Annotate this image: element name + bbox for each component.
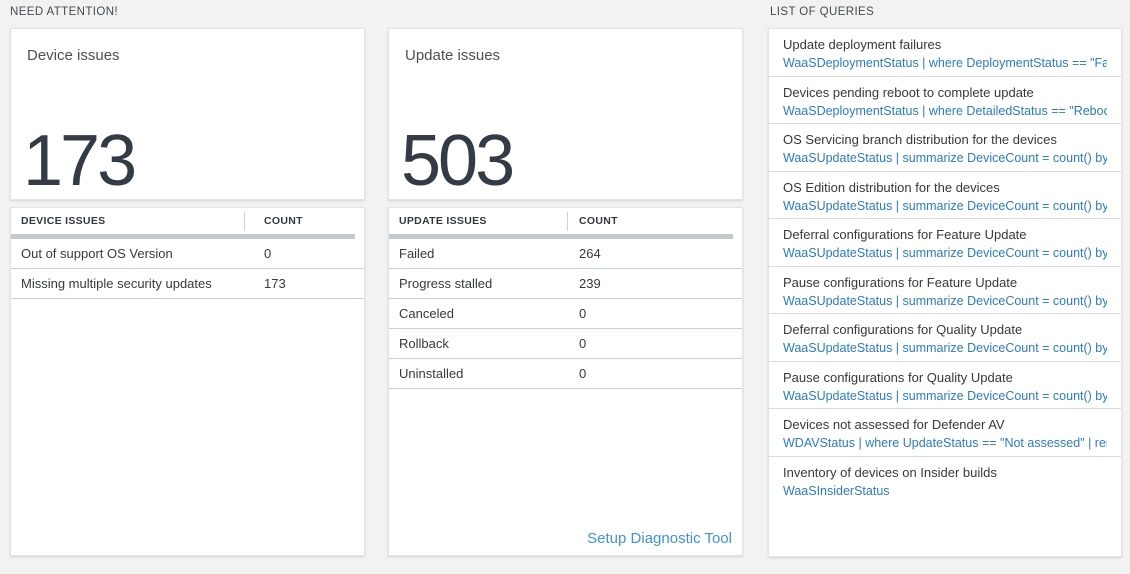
query-title: OS Edition distribution for the devices: [783, 179, 1000, 195]
query-text: WaaSDeploymentStatus | where DetailedSta…: [783, 103, 1107, 118]
query-text: WaaSUpdateStatus | summarize DeviceCount…: [783, 246, 1107, 260]
issue-count: 0: [579, 306, 587, 321]
issue-label: Uninstalled: [399, 366, 464, 381]
query-list-item[interactable]: Devices pending reboot to complete updat…: [769, 76, 1121, 124]
issue-label: Rollback: [399, 336, 449, 351]
update-issues-count: 503: [401, 121, 515, 201]
query-title: Deferral configurations for Quality Upda…: [783, 322, 1023, 337]
table-row[interactable]: Out of support OS Version 0: [11, 239, 364, 269]
count-column-header: COUNT: [264, 215, 303, 227]
issue-count: 0: [579, 336, 587, 351]
issue-count: 0: [264, 246, 272, 261]
query-text: WDAVStatus | where UpdateStatus == "Not …: [783, 436, 1107, 450]
query-list-item[interactable]: Deferral configurations for Feature Upda…: [769, 219, 1121, 267]
device-issues-tile[interactable]: Device issues 173: [10, 28, 365, 200]
update-issues-table-header: UPDATE ISSUES COUNT: [389, 208, 742, 234]
query-list-item[interactable]: Pause configurations for Quality Update …: [769, 361, 1121, 409]
query-text: WaaSInsiderStatus: [783, 483, 890, 498]
horizontal-scrollbar[interactable]: [11, 234, 355, 239]
update-issues-tile-title: Update issues: [405, 47, 501, 64]
query-text: WaaSUpdateStatus | summarize DeviceCount…: [783, 341, 1107, 355]
issue-count: 173: [264, 276, 286, 291]
table-row[interactable]: Rollback 0: [389, 329, 742, 359]
setup-diagnostic-tool-link[interactable]: Setup Diagnostic Tool: [587, 530, 732, 547]
issue-label: Failed: [399, 246, 435, 261]
table-row[interactable]: Canceled 0: [389, 299, 742, 329]
query-list-item[interactable]: Update deployment failures WaaSDeploymen…: [769, 29, 1121, 77]
horizontal-scrollbar[interactable]: [389, 234, 733, 239]
issue-count: 239: [579, 276, 601, 291]
query-title: Pause configurations for Feature Update: [783, 274, 1018, 290]
device-issues-table-body: Out of support OS Version 0 Missing mult…: [11, 239, 364, 299]
query-list-item[interactable]: Deferral configurations for Quality Upda…: [769, 314, 1121, 362]
query-list-item[interactable]: Devices not assessed for Defender AV WDA…: [769, 409, 1121, 457]
need-attention-section-title: NEED ATTENTION!: [10, 6, 119, 18]
query-text: WaaSUpdateStatus | summarize DeviceCount…: [783, 388, 1107, 403]
issue-label: Missing multiple security updates: [21, 276, 212, 291]
update-issues-tile[interactable]: Update issues 503: [388, 28, 743, 200]
query-list-item[interactable]: Inventory of devices on Insider builds W…: [769, 456, 1121, 556]
table-row[interactable]: Uninstalled 0: [389, 359, 742, 389]
column-divider: [244, 212, 245, 231]
count-column-header: COUNT: [579, 215, 618, 227]
update-issues-column-header: UPDATE ISSUES: [399, 215, 487, 227]
issue-count: 264: [579, 246, 601, 261]
issue-label: Progress stalled: [399, 276, 493, 291]
query-text: WaaSDeploymentStatus | where DeploymentS…: [783, 56, 1107, 70]
issue-label: Out of support OS Version: [21, 246, 173, 261]
query-title: Inventory of devices on Insider builds: [783, 464, 997, 480]
query-title: Devices not assessed for Defender AV: [783, 417, 1005, 432]
query-list-item[interactable]: Pause configurations for Feature Update …: [769, 266, 1121, 314]
query-title: Update deployment failures: [783, 37, 942, 52]
query-title: OS Servicing branch distribution for the…: [783, 132, 1057, 147]
query-title: Deferral configurations for Feature Upda…: [783, 227, 1027, 242]
list-of-queries-section-title: LIST OF QUERIES: [770, 6, 875, 18]
list-of-queries-panel: Update deployment failures WaaSDeploymen…: [768, 28, 1122, 557]
column-divider: [567, 212, 568, 231]
query-title: Pause configurations for Quality Update: [783, 369, 1013, 385]
device-issues-column-header: DEVICE ISSUES: [21, 215, 106, 227]
table-row[interactable]: Missing multiple security updates 173: [11, 269, 364, 299]
device-issues-tile-title: Device issues: [27, 47, 120, 64]
table-row[interactable]: Progress stalled 239: [389, 269, 742, 299]
device-issues-table-header: DEVICE ISSUES COUNT: [11, 208, 364, 234]
issue-count: 0: [579, 366, 587, 381]
device-issues-table-panel: DEVICE ISSUES COUNT Out of support OS Ve…: [10, 207, 365, 556]
query-text: WaaSUpdateStatus | summarize DeviceCount…: [783, 293, 1107, 308]
query-list-item[interactable]: OS Edition distribution for the devices …: [769, 171, 1121, 219]
issue-label: Canceled: [399, 306, 454, 321]
update-issues-table-body: Failed 264 Progress stalled 239 Canceled…: [389, 239, 742, 389]
query-text: WaaSUpdateStatus | summarize DeviceCount…: [783, 151, 1107, 165]
query-list-item[interactable]: OS Servicing branch distribution for the…: [769, 124, 1121, 172]
device-issues-count: 173: [23, 121, 137, 201]
query-text: WaaSUpdateStatus | summarize DeviceCount…: [783, 198, 1107, 213]
query-title: Devices pending reboot to complete updat…: [783, 84, 1034, 100]
table-row[interactable]: Failed 264: [389, 239, 742, 269]
update-issues-table-panel: UPDATE ISSUES COUNT Failed 264 Progress …: [388, 207, 743, 556]
